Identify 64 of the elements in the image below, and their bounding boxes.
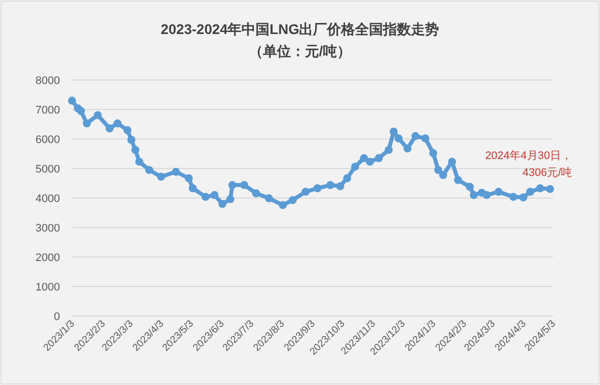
point xyxy=(546,184,554,193)
chart-subtitle: （单位：元/吨） xyxy=(249,43,351,59)
point xyxy=(482,191,491,200)
point xyxy=(351,162,360,171)
point xyxy=(466,182,474,191)
y-tick-label: 0 xyxy=(54,311,60,323)
y-tick-label: 4000 xyxy=(36,193,60,205)
y-tick-label: 5000 xyxy=(36,164,60,176)
point xyxy=(226,195,234,204)
point xyxy=(288,196,297,204)
point xyxy=(404,144,412,152)
point xyxy=(411,132,420,140)
point xyxy=(184,174,193,182)
point xyxy=(172,168,180,176)
point xyxy=(252,189,260,198)
point xyxy=(366,158,374,166)
point xyxy=(313,184,322,192)
point xyxy=(114,119,122,128)
point xyxy=(127,136,136,144)
point xyxy=(384,146,393,154)
point xyxy=(302,188,310,196)
chart-title: 2023-2024年中国LNG出厂价格全国指数走势 xyxy=(160,21,440,37)
point xyxy=(157,172,166,181)
point xyxy=(228,181,236,190)
point xyxy=(421,134,430,142)
point xyxy=(470,191,478,200)
point xyxy=(494,188,503,196)
y-tick-label: 1000 xyxy=(36,282,60,294)
point xyxy=(519,193,528,202)
point xyxy=(218,200,226,208)
point xyxy=(94,111,102,120)
point xyxy=(123,126,132,134)
point xyxy=(434,166,442,174)
point xyxy=(509,192,518,201)
annotation: 2024年4月30日， 4306元/吨 xyxy=(485,150,572,179)
point xyxy=(429,149,438,158)
point xyxy=(439,170,448,179)
point xyxy=(374,154,383,162)
point xyxy=(76,106,85,115)
point xyxy=(278,201,287,210)
point xyxy=(360,154,368,162)
point xyxy=(131,146,140,154)
point xyxy=(210,191,219,200)
point xyxy=(343,174,352,182)
point xyxy=(536,184,544,192)
point xyxy=(188,184,197,192)
y-tick-label: 3000 xyxy=(36,222,60,234)
point xyxy=(240,181,248,190)
point xyxy=(454,176,462,184)
point xyxy=(202,192,210,201)
point xyxy=(82,119,91,128)
y-tick-label: 7000 xyxy=(36,104,60,116)
point xyxy=(326,181,334,190)
point xyxy=(526,188,534,196)
y-tick-label: 8000 xyxy=(36,75,60,87)
point xyxy=(145,166,154,174)
y-tick-label: 2000 xyxy=(36,252,60,264)
y-tick-label: 6000 xyxy=(36,134,60,146)
point xyxy=(264,194,273,202)
point xyxy=(106,124,114,132)
point xyxy=(68,96,76,105)
point xyxy=(394,134,403,142)
point xyxy=(336,182,344,190)
point xyxy=(135,158,144,166)
